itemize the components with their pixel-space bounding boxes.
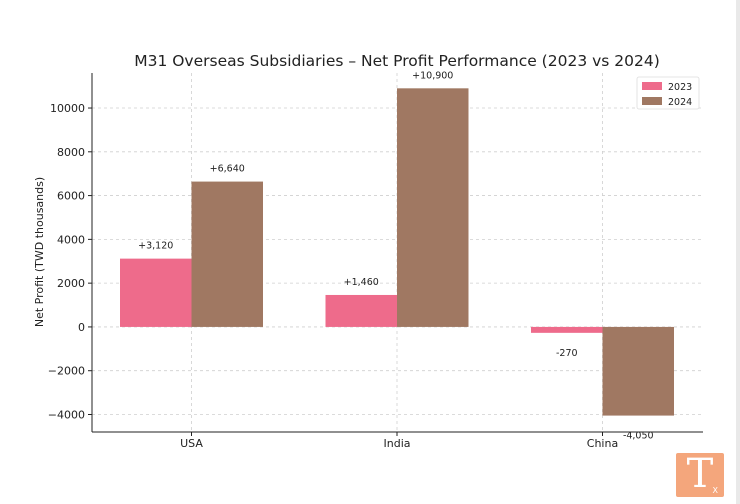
- data-label: -4,050: [623, 431, 654, 442]
- y-axis-label: Net Profit (TWD thousands): [33, 177, 46, 327]
- legend-label-2024: 2024: [668, 97, 692, 108]
- data-label: +3,120: [138, 241, 173, 252]
- x-tick-label: India: [384, 437, 411, 450]
- y-tick-label: −2000: [48, 365, 85, 378]
- logo-sub: X: [712, 486, 718, 495]
- y-tick-label: 10000: [50, 102, 85, 115]
- legend-swatch-2024: [642, 97, 662, 105]
- y-tick-label: 6000: [57, 190, 85, 203]
- brand-logo: T X: [676, 453, 724, 497]
- y-tick-label: 2000: [57, 277, 85, 290]
- legend: 2023 2024: [636, 76, 700, 110]
- bar-2023-india: [325, 294, 397, 327]
- bar-2024-usa: [191, 181, 263, 327]
- window-edge: [736, 0, 740, 504]
- data-label: -270: [556, 348, 578, 359]
- y-tick-label: −4000: [48, 408, 85, 421]
- data-label: +1,460: [344, 277, 379, 288]
- bar-2023-usa: [120, 258, 192, 327]
- bar-2024-india: [397, 88, 469, 327]
- logo-glyph: T: [686, 453, 714, 497]
- y-tick-label: 4000: [57, 233, 85, 246]
- data-label: +10,900: [412, 70, 453, 81]
- x-tick-label: China: [587, 437, 618, 450]
- x-tick-label: USA: [180, 437, 203, 450]
- bar-2023-china: [531, 326, 603, 333]
- bar-2024-china: [602, 326, 674, 416]
- y-tick-label: 0: [78, 321, 85, 334]
- y-tick-label: 8000: [57, 146, 85, 159]
- data-label: +6,640: [210, 164, 245, 175]
- chart-title: M31 Overseas Subsidiaries – Net Profit P…: [134, 52, 660, 70]
- legend-label-2023: 2023: [668, 82, 692, 93]
- legend-swatch-2023: [642, 82, 662, 90]
